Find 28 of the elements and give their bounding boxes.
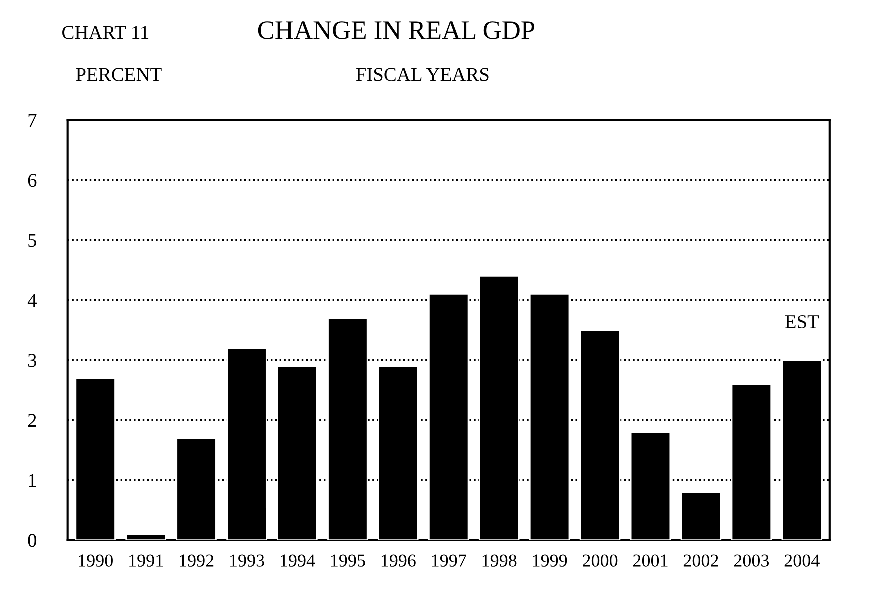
- y-tick-label: 0: [28, 534, 37, 548]
- x-tick-label: 2003: [734, 554, 770, 567]
- chart-subtitle: FISCAL YEARS: [356, 68, 489, 82]
- x-tick-label: 1992: [180, 554, 214, 567]
- y-axis-title: PERCENT: [76, 68, 162, 82]
- x-tick-label: 1994: [281, 554, 316, 567]
- x-tick-label: 1996: [382, 554, 416, 567]
- x-tick-label: 2002: [684, 554, 718, 567]
- caption: CHART 11: [62, 26, 149, 40]
- x-tick-label: 1997: [432, 554, 466, 567]
- y-tick-label: 3: [28, 354, 37, 368]
- y-tick-label: 5: [28, 234, 37, 248]
- y-tick-label: 4: [28, 294, 37, 307]
- x-tick-label: 2004: [784, 554, 820, 567]
- x-tick-label: 2000: [583, 554, 618, 567]
- y-tick-label: 1: [29, 474, 36, 488]
- chart-title: CHANGE IN REAL GDP: [258, 22, 535, 40]
- x-tick-label: 1990: [79, 554, 113, 567]
- x-tick-label: 1991: [130, 554, 164, 567]
- x-tick-label: 2001: [633, 554, 668, 567]
- annotation: EST: [785, 315, 820, 329]
- y-tick-label: 2: [28, 414, 36, 428]
- x-tick-label: 1998: [482, 554, 517, 567]
- x-tick-label: 1993: [230, 554, 264, 567]
- y-tick-label: 6: [28, 174, 37, 188]
- x-tick-label: 1995: [331, 554, 366, 567]
- x-tick-label: 1999: [533, 554, 568, 567]
- y-tick-label: 7: [28, 114, 37, 127]
